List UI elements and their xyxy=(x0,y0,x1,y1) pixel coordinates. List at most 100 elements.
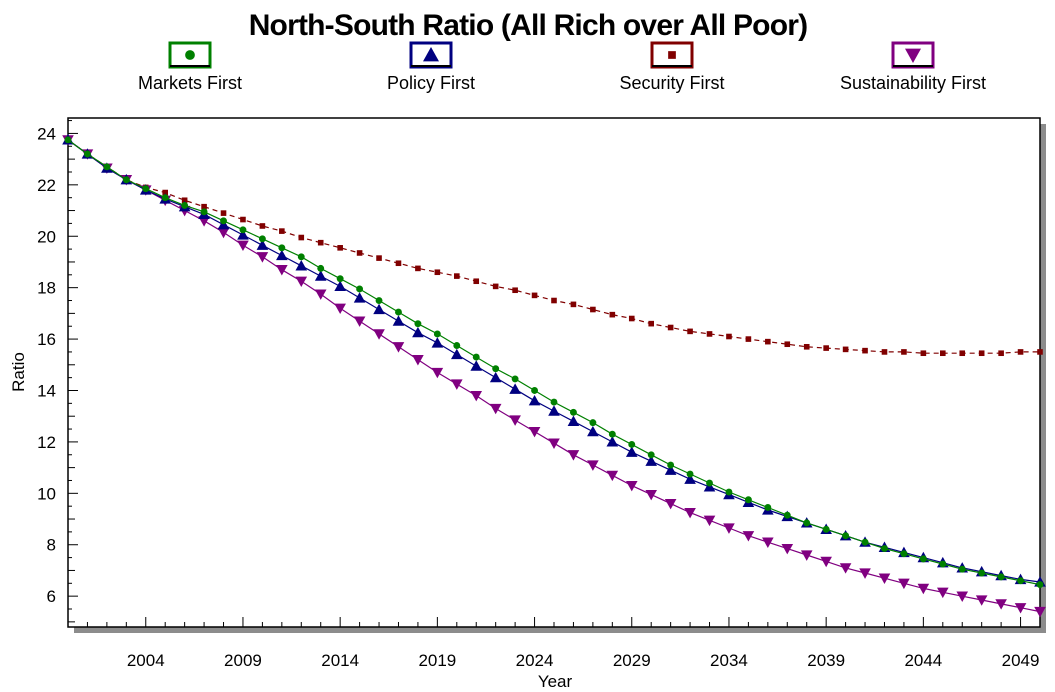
data-point-sustainability-first xyxy=(489,403,502,415)
legend-marker-security-first xyxy=(668,51,676,59)
data-point-security-first xyxy=(434,269,441,276)
data-point-policy-first xyxy=(489,371,502,383)
data-point-markets-first xyxy=(531,387,539,394)
data-point-sustainability-first xyxy=(392,342,405,353)
data-point-sustainability-first xyxy=(373,329,385,340)
data-point-sustainability-first xyxy=(917,583,930,595)
data-point-security-first xyxy=(317,239,324,246)
data-point-policy-first xyxy=(528,394,541,406)
data-point-security-first xyxy=(337,245,343,251)
data-point-markets-first xyxy=(997,573,1005,581)
data-point-sustainability-first xyxy=(762,537,774,548)
data-point-security-first xyxy=(220,210,227,216)
data-point-security-first xyxy=(240,216,246,223)
data-point-sustainability-first xyxy=(470,390,483,402)
data-point-policy-first xyxy=(587,425,599,437)
x-tick-label: 2009 xyxy=(224,651,262,670)
y-tick-label: 16 xyxy=(37,330,56,349)
y-tick-label: 10 xyxy=(37,484,56,503)
data-point-security-first xyxy=(454,273,460,279)
data-point-markets-first xyxy=(978,569,986,577)
y-axis-title: Ratio xyxy=(9,352,28,392)
data-point-markets-first xyxy=(881,545,888,553)
data-point-markets-first xyxy=(239,226,247,234)
data-point-sustainability-first xyxy=(256,252,269,263)
data-point-security-first xyxy=(706,331,713,337)
data-point-policy-first xyxy=(373,303,385,315)
data-point-markets-first xyxy=(492,365,500,373)
data-point-markets-first xyxy=(83,150,91,158)
data-point-sustainability-first xyxy=(548,438,560,449)
data-point-markets-first xyxy=(725,488,733,496)
data-point-markets-first xyxy=(297,253,305,261)
data-point-sustainability-first xyxy=(800,550,813,561)
data-point-policy-first xyxy=(625,446,638,457)
data-point-markets-first xyxy=(861,538,869,546)
data-point-security-first xyxy=(959,350,966,357)
data-point-sustainability-first xyxy=(839,563,852,574)
data-point-security-first xyxy=(590,306,596,313)
data-point-sustainability-first xyxy=(975,595,988,606)
data-point-security-first xyxy=(609,311,616,318)
data-point-sustainability-first xyxy=(451,379,463,390)
legend-item-markets-first: Markets First xyxy=(138,41,242,93)
data-point-security-first xyxy=(279,228,285,234)
data-point-security-first xyxy=(512,287,518,294)
data-point-markets-first xyxy=(803,519,811,527)
y-tick-label: 12 xyxy=(37,433,56,452)
legend-marker-markets-first xyxy=(185,50,195,60)
data-point-markets-first xyxy=(822,525,830,533)
data-point-sustainability-first xyxy=(1014,603,1027,614)
data-point-policy-first xyxy=(392,315,405,326)
series-markets-first xyxy=(64,136,1044,589)
data-point-markets-first xyxy=(200,208,208,216)
data-point-markets-first xyxy=(258,235,266,243)
data-point-markets-first xyxy=(220,217,227,225)
data-point-security-first xyxy=(803,343,810,350)
y-tick-label: 18 xyxy=(37,279,56,298)
data-point-sustainability-first xyxy=(606,470,619,482)
data-point-markets-first xyxy=(472,353,480,361)
data-point-policy-first xyxy=(353,292,366,303)
data-point-sustainability-first xyxy=(684,507,696,519)
data-point-security-first xyxy=(881,349,888,355)
data-point-sustainability-first xyxy=(1034,606,1046,618)
data-point-policy-first xyxy=(276,249,288,261)
data-point-sustainability-first xyxy=(334,303,346,315)
data-point-markets-first xyxy=(569,408,577,416)
data-point-security-first xyxy=(376,255,382,261)
data-point-markets-first xyxy=(842,532,850,540)
data-point-sustainability-first xyxy=(431,367,444,379)
legend-item-policy-first: Policy First xyxy=(387,41,475,93)
data-point-sustainability-first xyxy=(995,599,1007,610)
data-point-markets-first xyxy=(667,461,675,469)
data-point-markets-first xyxy=(939,560,947,568)
data-point-markets-first xyxy=(64,136,72,144)
data-point-markets-first xyxy=(919,555,927,563)
data-point-sustainability-first xyxy=(587,460,599,471)
data-point-policy-first xyxy=(664,464,677,475)
data-point-markets-first xyxy=(783,511,791,519)
y-tick-label: 14 xyxy=(37,381,56,400)
data-point-policy-first xyxy=(334,280,346,292)
y-axis: 6 8 10 12 14 16 18 20 22 24 xyxy=(37,120,78,623)
x-tick-label: 2024 xyxy=(516,651,554,670)
data-point-policy-first xyxy=(645,455,657,466)
data-point-security-first xyxy=(998,350,1004,357)
y-tick-label: 22 xyxy=(37,176,56,195)
data-point-policy-first xyxy=(237,229,249,240)
data-point-sustainability-first xyxy=(567,450,580,461)
y-tick-label: 8 xyxy=(47,536,56,555)
data-point-security-first xyxy=(531,292,538,299)
data-point-security-first xyxy=(162,189,168,196)
y-tick-label: 20 xyxy=(37,227,56,246)
data-point-markets-first xyxy=(608,430,616,438)
data-point-security-first xyxy=(1037,349,1043,355)
x-tick-label: 2004 xyxy=(127,651,165,670)
data-point-sustainability-first xyxy=(412,355,424,366)
data-point-markets-first xyxy=(395,308,402,316)
data-point-sustainability-first xyxy=(314,289,327,300)
data-point-security-first xyxy=(920,350,927,357)
data-point-policy-first xyxy=(314,270,327,281)
data-point-policy-first xyxy=(509,383,521,394)
